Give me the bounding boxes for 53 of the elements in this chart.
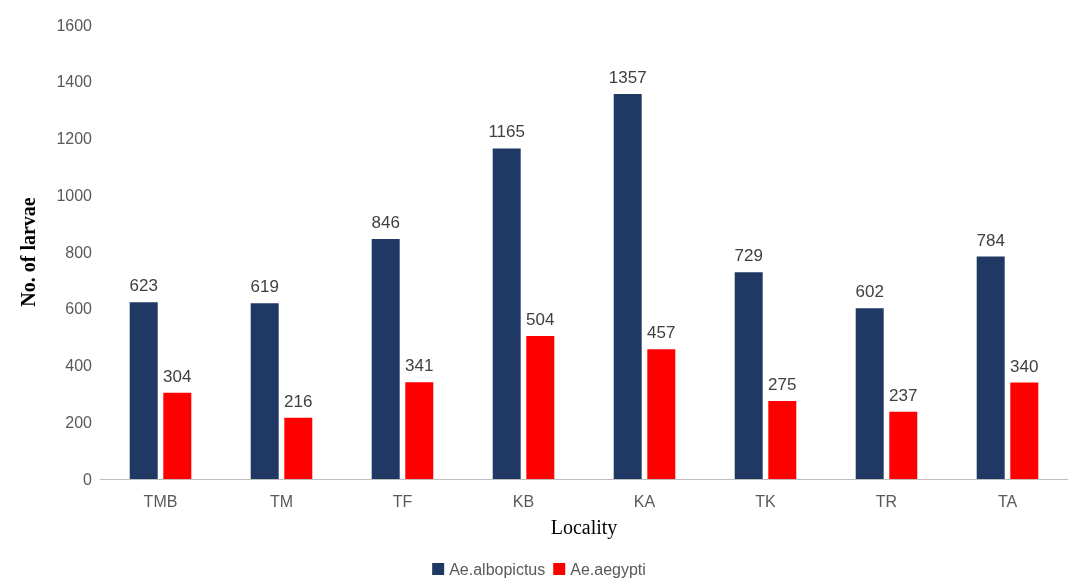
bar bbox=[163, 392, 192, 479]
legend-label: Ae.aegypti bbox=[570, 560, 646, 578]
data-label: 1357 bbox=[608, 67, 647, 87]
x-tick-label: KB bbox=[512, 492, 535, 510]
data-label: 623 bbox=[129, 276, 158, 296]
bar bbox=[768, 400, 797, 479]
bar bbox=[613, 93, 642, 479]
x-tick-label: TM bbox=[269, 492, 294, 510]
y-tick-label: 400 bbox=[65, 357, 93, 374]
data-label: 304 bbox=[163, 366, 192, 386]
x-tick-label: TF bbox=[392, 492, 413, 510]
data-label: 216 bbox=[284, 391, 313, 411]
x-tick-label: TMB bbox=[143, 492, 178, 510]
bar bbox=[371, 238, 400, 479]
y-tick-label: 1600 bbox=[56, 16, 93, 34]
y-tick-label: 1400 bbox=[56, 73, 93, 91]
bar bbox=[250, 303, 279, 479]
data-label: 275 bbox=[768, 374, 797, 394]
y-tick-label: 600 bbox=[65, 300, 93, 318]
data-label: 1165 bbox=[488, 122, 525, 142]
bar bbox=[284, 417, 313, 479]
x-tick-label: TK bbox=[755, 492, 777, 510]
y-tick-label: 1000 bbox=[56, 186, 93, 204]
data-label: 846 bbox=[371, 212, 400, 232]
x-tick-label: TA bbox=[997, 492, 1018, 510]
bar bbox=[526, 335, 555, 479]
y-tick-label: 0 bbox=[83, 470, 93, 488]
bar bbox=[734, 272, 763, 479]
y-axis-title: No. of larvae bbox=[17, 197, 39, 307]
bar bbox=[1010, 382, 1039, 479]
x-tick-label: KA bbox=[633, 492, 656, 510]
data-label: 341 bbox=[405, 356, 434, 376]
y-tick-label: 200 bbox=[65, 413, 93, 431]
data-label: 340 bbox=[1010, 356, 1039, 376]
bar bbox=[492, 148, 521, 479]
data-label: 602 bbox=[855, 282, 884, 302]
data-label: 504 bbox=[526, 309, 555, 329]
data-label: 457 bbox=[647, 323, 676, 343]
data-label: 237 bbox=[889, 385, 918, 405]
bar bbox=[976, 256, 1005, 479]
legend-label: Ae.albopictus bbox=[449, 560, 546, 578]
x-axis-title: Locality bbox=[550, 516, 618, 539]
bar bbox=[647, 349, 676, 479]
x-tick-label: TR bbox=[875, 492, 898, 510]
y-tick-label: 800 bbox=[65, 243, 93, 261]
data-label: 619 bbox=[250, 277, 279, 297]
bar bbox=[405, 382, 434, 479]
y-tick-label: 1200 bbox=[56, 130, 93, 147]
data-label: 784 bbox=[976, 230, 1005, 250]
bar bbox=[889, 411, 918, 479]
data-label: 729 bbox=[734, 246, 763, 266]
bar bbox=[129, 302, 158, 479]
bar bbox=[855, 308, 884, 479]
